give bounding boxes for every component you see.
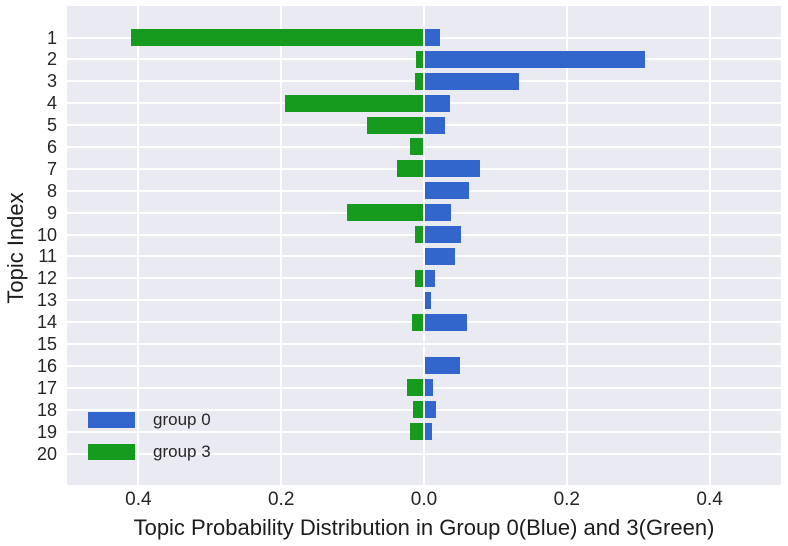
bar-group3-topic-2 <box>416 50 424 68</box>
bar-group3-topic-18 <box>412 401 424 419</box>
y-tick-label-18: 18 <box>36 399 57 420</box>
y-tick-label-7: 7 <box>46 158 57 179</box>
plot-area: group 0 group 3 <box>67 6 781 485</box>
y-tick-label-11: 11 <box>38 246 57 267</box>
y-tick-label-20: 20 <box>36 443 57 464</box>
bar-group0-topic-10 <box>424 226 462 244</box>
x-tick-label-0.4: 0.4 <box>696 489 723 510</box>
bar-group0-topic-17 <box>424 379 433 397</box>
bar-group3-topic-12 <box>414 269 424 287</box>
bar-group3-topic-14 <box>411 313 424 331</box>
gridline-vertical <box>137 6 140 485</box>
y-tick-label-2: 2 <box>46 49 57 70</box>
gridline-vertical <box>280 6 283 485</box>
x-tick-label-0.4: 0.4 <box>125 489 152 510</box>
y-tick-label-4: 4 <box>46 93 57 114</box>
y-tick-label-10: 10 <box>36 224 57 245</box>
y-tick-label-19: 19 <box>36 421 57 442</box>
bar-group3-topic-4 <box>284 94 424 112</box>
bar-group0-topic-1 <box>424 29 440 46</box>
bar-group0-topic-5 <box>424 116 446 134</box>
bar-group0-topic-12 <box>424 269 436 287</box>
y-tick-label-5: 5 <box>46 115 57 136</box>
bar-group3-topic-1 <box>131 29 424 46</box>
y-tick-label-14: 14 <box>36 312 57 333</box>
x-tick-label-0.0: 0.0 <box>410 489 438 510</box>
gridline-vertical <box>565 6 568 485</box>
bar-group0-topic-18 <box>424 401 437 419</box>
x-axis-label: Topic Probability Distribution in Group … <box>133 515 715 540</box>
y-tick-label-16: 16 <box>36 355 57 376</box>
gridline-vertical <box>708 6 711 485</box>
bar-group0-topic-9 <box>424 204 452 222</box>
x-tick-label-0.2: 0.2 <box>553 489 580 510</box>
bar-group0-topic-14 <box>424 313 467 331</box>
legend-label-group-0: group 0 <box>153 410 211 429</box>
y-tick-label-3: 3 <box>46 71 57 92</box>
y-tick-label-13: 13 <box>36 290 57 311</box>
bar-group0-topic-2 <box>424 50 646 68</box>
x-tick-label-0.2: 0.2 <box>267 489 295 510</box>
bar-group0-topic-4 <box>424 94 451 112</box>
bar-group0-topic-8 <box>424 182 469 200</box>
bar-group3-topic-19 <box>409 423 424 441</box>
bar-group3-topic-3 <box>414 72 424 90</box>
y-tick-label-15: 15 <box>36 334 57 355</box>
bar-group3-topic-7 <box>396 160 424 178</box>
y-tick-label-6: 6 <box>46 136 57 157</box>
bar-group3-topic-17 <box>406 379 424 397</box>
bar-group3-topic-10 <box>414 226 424 244</box>
y-tick-label-8: 8 <box>46 180 57 201</box>
bar-group0-topic-19 <box>424 423 432 441</box>
bar-group0-topic-13 <box>424 291 432 309</box>
bar-group0-topic-7 <box>424 160 480 178</box>
y-tick-label-12: 12 <box>36 268 57 289</box>
bar-group3-topic-5 <box>366 116 424 134</box>
bar-group3-topic-6 <box>409 138 424 156</box>
y-tick-label-1: 1 <box>46 27 57 48</box>
y-axis-label: Topic Index <box>3 192 28 304</box>
gridline-zero <box>423 6 425 485</box>
legend-swatch-group-0 <box>88 412 135 428</box>
y-tick-label-9: 9 <box>46 202 57 223</box>
bar-group0-topic-11 <box>424 247 455 265</box>
bar-group3-topic-9 <box>346 204 424 222</box>
y-tick-label-17: 17 <box>36 377 57 398</box>
bar-group0-topic-3 <box>424 72 519 90</box>
bar-group0-topic-16 <box>424 357 460 375</box>
